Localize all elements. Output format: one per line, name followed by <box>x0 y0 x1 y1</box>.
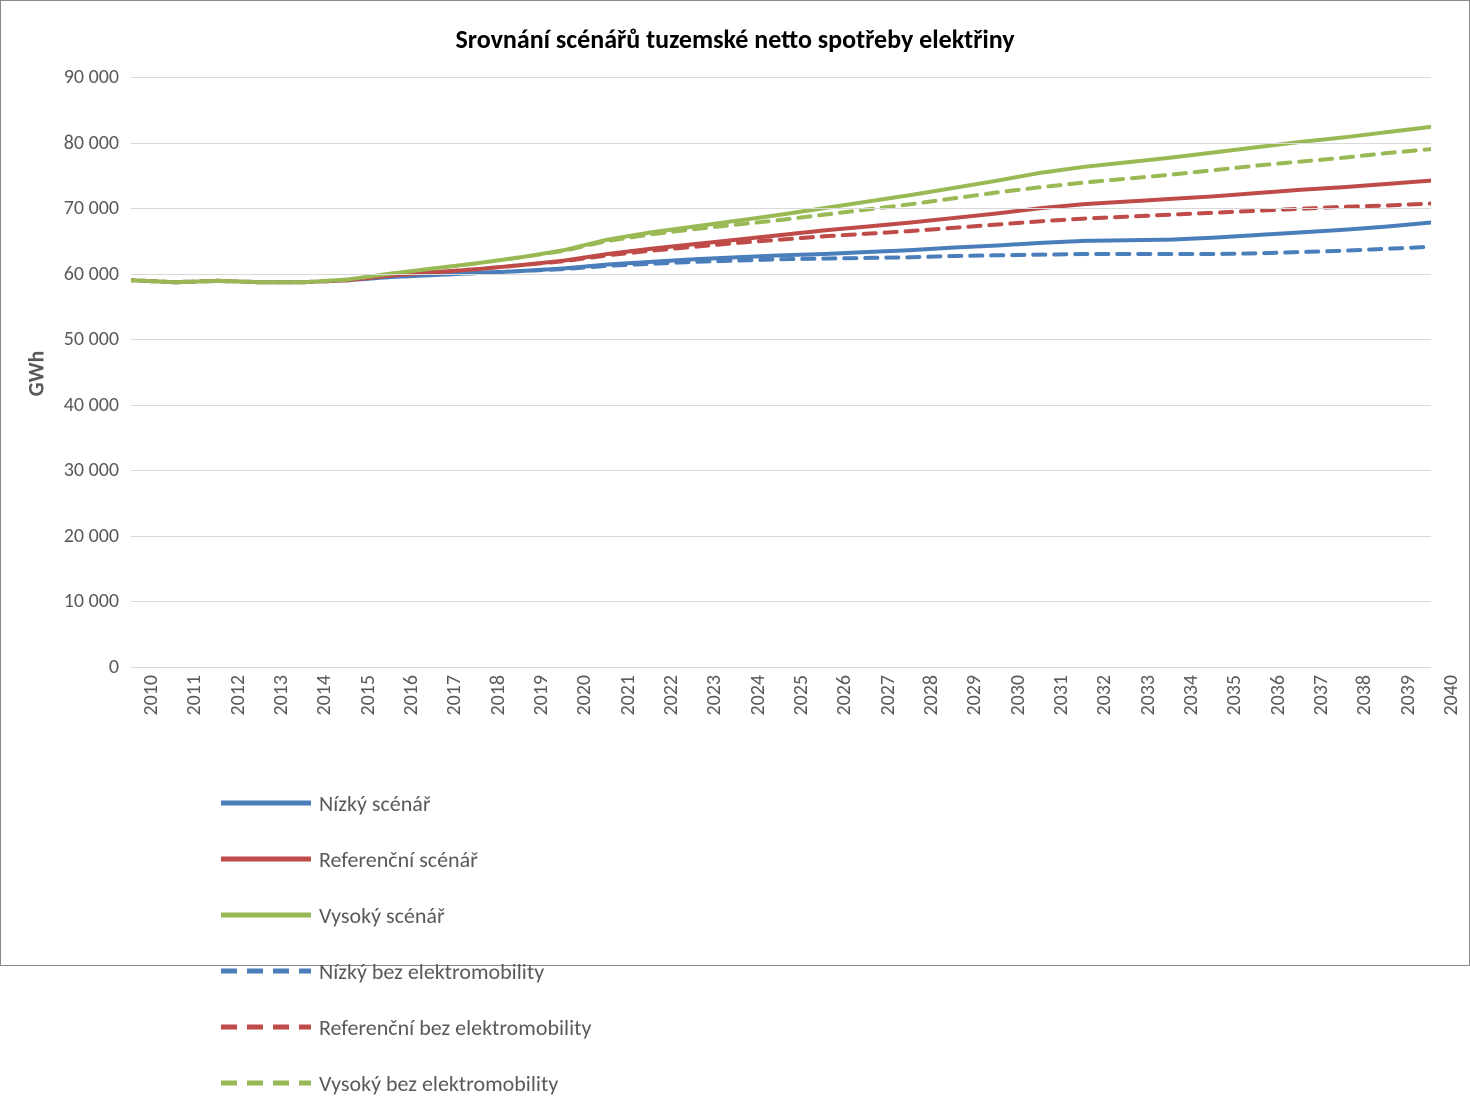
xtick-label: 2016 <box>399 675 423 716</box>
gridline <box>131 339 1431 340</box>
xtick-label: 2029 <box>962 675 986 716</box>
xtick-label: 2039 <box>1396 675 1420 716</box>
gridline <box>131 208 1431 209</box>
legend-swatch-ref_noev <box>221 1017 311 1037</box>
ytick-label: 60 000 <box>19 262 119 286</box>
gridline <box>131 274 1431 275</box>
gridline <box>131 143 1431 144</box>
xtick-label: 2026 <box>832 675 856 716</box>
xtick-label: 2021 <box>616 675 640 716</box>
xtick-label: 2038 <box>1352 675 1376 716</box>
xtick-label: 2015 <box>356 675 380 716</box>
gridline <box>131 77 1431 78</box>
xtick-label: 2030 <box>1006 675 1030 716</box>
xtick-label: 2019 <box>529 675 553 716</box>
xtick-label: 2032 <box>1092 675 1116 716</box>
xtick-label: 2037 <box>1309 675 1333 716</box>
legend-item-high: Vysoký scénář <box>221 887 781 943</box>
ytick-label: 80 000 <box>19 131 119 155</box>
xtick-label: 2010 <box>139 675 163 716</box>
ytick-label: 0 <box>19 655 119 679</box>
legend-swatch-high <box>221 905 311 925</box>
xtick-label: 2040 <box>1439 675 1463 716</box>
ytick-label: 10 000 <box>19 589 119 613</box>
ytick-label: 50 000 <box>19 327 119 351</box>
plot-area <box>131 77 1431 667</box>
legend-label: Nízký bez elektromobility <box>319 958 544 985</box>
legend-swatch-high_noev <box>221 1073 311 1093</box>
ytick-label: 90 000 <box>19 65 119 89</box>
gridline <box>131 405 1431 406</box>
gridline <box>131 536 1431 537</box>
legend-label: Referenční bez elektromobility <box>319 1014 591 1041</box>
y-axis-label: GWh <box>22 351 49 397</box>
legend-swatch-low_noev <box>221 961 311 981</box>
ytick-label: 20 000 <box>19 524 119 548</box>
legend-item-high_noev: Vysoký bez elektromobility <box>221 1055 781 1111</box>
xtick-label: 2033 <box>1136 675 1160 716</box>
xtick-label: 2025 <box>789 675 813 716</box>
legend-label: Referenční scénář <box>319 846 478 873</box>
legend-item-ref: Referenční scénář <box>221 831 781 887</box>
ytick-label: 40 000 <box>19 393 119 417</box>
legend-item-ref_noev: Referenční bez elektromobility <box>221 999 781 1055</box>
legend-item-low: Nízký scénář <box>221 775 781 831</box>
gridline <box>131 601 1431 602</box>
xtick-label: 2017 <box>442 675 466 716</box>
chart-svg <box>131 77 1431 667</box>
ytick-label: 70 000 <box>19 196 119 220</box>
legend-label: Nízký scénář <box>319 790 431 817</box>
xtick-label: 2036 <box>1266 675 1290 716</box>
series-ref <box>131 181 1431 283</box>
legend: Nízký scénář Referenční scénář Vysoký scén… <box>221 775 1321 1111</box>
xtick-label: 2034 <box>1179 675 1203 716</box>
xtick-label: 2012 <box>226 675 250 716</box>
xtick-label: 2022 <box>659 675 683 716</box>
legend-swatch-low <box>221 793 311 813</box>
xtick-label: 2028 <box>919 675 943 716</box>
xtick-label: 2020 <box>572 675 596 716</box>
chart-title: Srovnání scénářů tuzemské netto spotřeby… <box>1 23 1469 55</box>
xtick-label: 2013 <box>269 675 293 716</box>
xtick-label: 2011 <box>182 675 206 716</box>
xtick-label: 2014 <box>312 675 336 716</box>
legend-label: Vysoký bez elektromobility <box>319 1070 558 1097</box>
xtick-label: 2031 <box>1049 675 1073 716</box>
xtick-label: 2024 <box>746 675 770 716</box>
chart-container: Srovnání scénářů tuzemské netto spotřeby… <box>0 0 1470 966</box>
xtick-label: 2027 <box>876 675 900 716</box>
legend-label: Vysoký scénář <box>319 902 445 929</box>
xtick-label: 2018 <box>486 675 510 716</box>
ytick-label: 30 000 <box>19 458 119 482</box>
series-low_noev <box>131 247 1431 282</box>
legend-swatch-ref <box>221 849 311 869</box>
gridline <box>131 667 1431 668</box>
xtick-label: 2023 <box>702 675 726 716</box>
legend-item-low_noev: Nízký bez elektromobility <box>221 943 781 999</box>
xtick-label: 2035 <box>1222 675 1246 716</box>
gridline <box>131 470 1431 471</box>
